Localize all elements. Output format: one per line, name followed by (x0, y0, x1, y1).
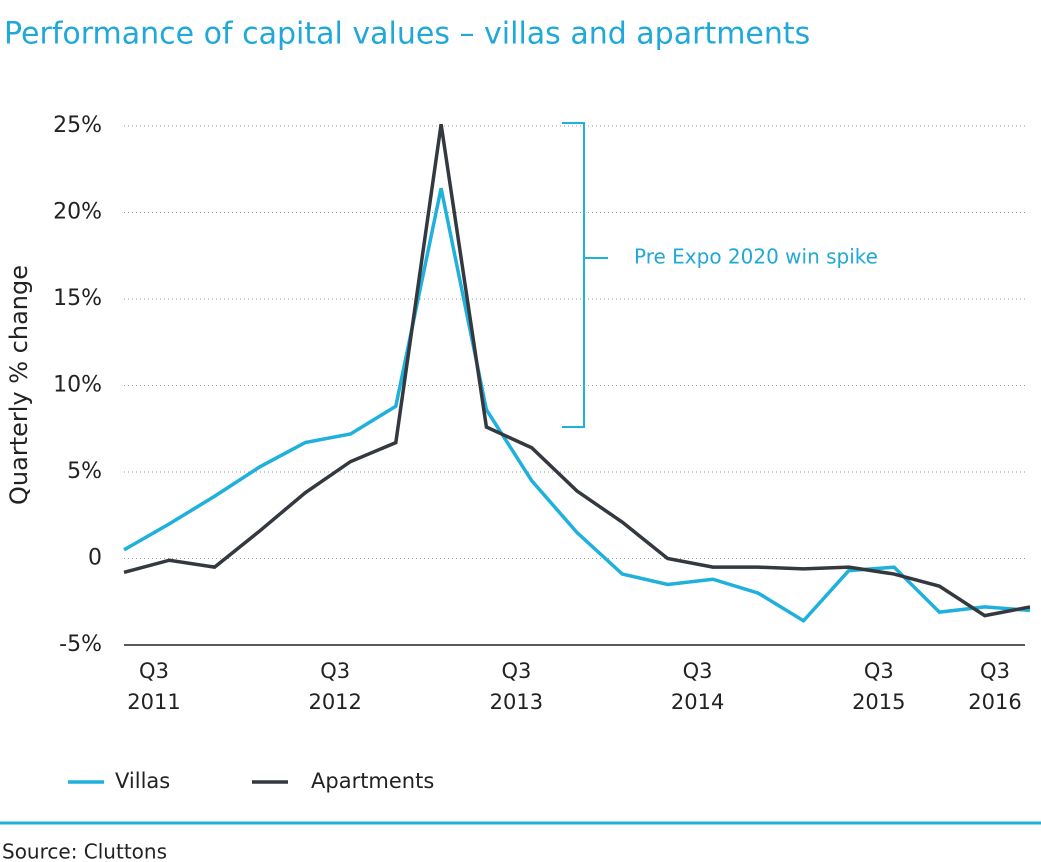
x-tick-label: Q3 2012 (308, 659, 362, 714)
legend-label: Apartments (311, 769, 434, 793)
y-tick-label: 10% (53, 373, 102, 398)
y-tick-label: -5% (59, 632, 102, 657)
legend-label: Villas (115, 769, 170, 793)
source: Source: Cluttons (2, 840, 167, 862)
series-line (123, 187, 1031, 624)
x-tick-label: Q3 2016 (968, 659, 1022, 714)
x-tick-label: Q3 2013 (489, 659, 544, 714)
annotation-bracket (562, 122, 608, 428)
y-tick-label: 5% (67, 459, 102, 484)
x-tick-label: Q3 2014 (670, 659, 725, 714)
annotation: Pre Expo 2020 win spike (634, 245, 878, 269)
x-tick-label: Q3 2011 (127, 659, 181, 714)
x-tick-label: Q3 2015 (852, 659, 906, 714)
series-line (123, 124, 1031, 618)
y-tick-label: 15% (53, 286, 102, 311)
y-axis-title: Quarterly % change (5, 265, 33, 505)
y-tick-label: 0 (88, 546, 102, 571)
y-tick-label: 20% (53, 200, 102, 225)
chart-title: Performance of capital values – villas a… (4, 17, 810, 52)
y-tick-label: 25% (53, 113, 102, 138)
